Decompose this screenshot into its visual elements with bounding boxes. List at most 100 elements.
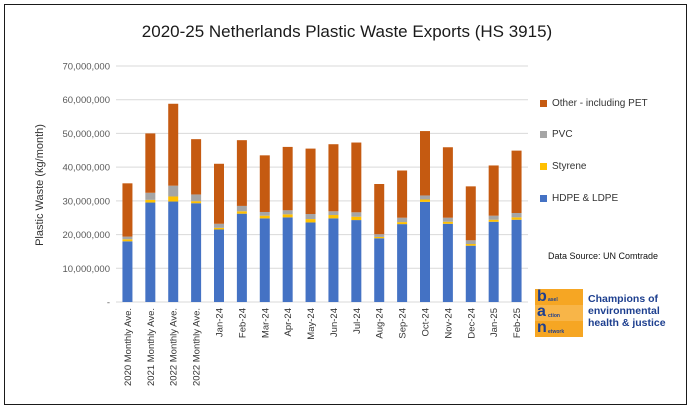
bar-segment-pvc	[511, 212, 522, 218]
bar-segment-styrene	[214, 227, 224, 230]
logo-word-etwork: etwork	[548, 329, 565, 335]
bar-segment-pvc	[328, 211, 339, 216]
bar-segment-styrene	[191, 201, 202, 204]
bar-segment-hdpe-ldpe	[214, 229, 224, 302]
x-tick-label: Jan-25	[489, 308, 500, 337]
bar-segment-other-including-pet	[305, 148, 316, 215]
logo-word-ction: ction	[548, 313, 560, 319]
bar-segment-pvc	[305, 214, 316, 220]
bar-segment-other-including-pet	[465, 186, 476, 241]
legend-item-hdpe-ldpe: HDPE & LDPE	[540, 193, 618, 204]
logo-letter-b: b	[537, 288, 547, 305]
x-tick-label: May-24	[306, 308, 317, 340]
bar-segment-styrene	[442, 221, 453, 224]
legend-item-other: Other - including PET	[540, 98, 648, 109]
bar-segment-pvc	[191, 194, 202, 202]
x-tick-label: Sep-24	[398, 308, 409, 339]
y-tick-label: 60,000,000	[62, 95, 110, 106]
legend-label-pvc: PVC	[552, 129, 573, 140]
bar-segment-pvc	[168, 185, 179, 197]
legend-label-hdpe-ldpe: HDPE & LDPE	[552, 193, 619, 204]
x-tick-label: 2020 Monthly Ave.	[123, 308, 134, 386]
bar-segment-hdpe-ldpe	[145, 202, 156, 302]
bar-segment-other-including-pet	[236, 140, 247, 206]
bar-segment-pvc	[374, 234, 385, 237]
bar-segment-other-including-pet	[328, 144, 339, 212]
bar-segment-pvc	[236, 205, 247, 212]
x-tick-label: 2022 Monthly Ave.	[192, 308, 203, 386]
bar-segment-styrene	[305, 219, 316, 223]
grid-lines	[116, 65, 528, 303]
bar-segment-pvc	[145, 192, 156, 200]
x-tick-label: Oct-24	[421, 308, 432, 337]
x-tick-label: 2022 Monthly Ave.	[169, 308, 180, 386]
y-tick-label: 40,000,000	[62, 163, 110, 174]
bar-segment-hdpe-ldpe	[511, 219, 522, 302]
bar-segment-hdpe-ldpe	[397, 224, 408, 302]
bar-segment-hdpe-ldpe	[236, 213, 247, 302]
y-tick-label: -	[107, 298, 110, 309]
data-source-note: Data Source: UN Comtrade	[548, 251, 659, 261]
x-tick-label: Jan-24	[215, 308, 226, 337]
bar-segment-pvc	[351, 212, 362, 217]
bar-segment-pvc	[259, 211, 270, 216]
y-tick-label: 30,000,000	[62, 196, 110, 207]
x-tick-labels: 2020 Monthly Ave. 2021 Monthly Ave. 2022 M…	[123, 308, 523, 386]
bar-segment-other-including-pet	[168, 103, 179, 186]
bar-segment-styrene	[122, 239, 133, 242]
x-tick-label: Feb-25	[512, 308, 523, 338]
bar-segment-other-including-pet	[511, 150, 522, 213]
bar-segment-pvc	[214, 223, 224, 228]
bar-segment-other-including-pet	[374, 184, 385, 235]
bar-segment-styrene	[397, 222, 408, 225]
bar-segment-pvc	[282, 210, 293, 215]
x-tick-label: Aug-24	[375, 308, 386, 339]
bar-segment-styrene	[511, 217, 522, 220]
bar-segment-hdpe-ldpe	[420, 201, 430, 302]
x-tick-label: Jul-24	[352, 308, 363, 334]
bar-segment-other-including-pet	[214, 163, 224, 224]
bar-segment-styrene	[488, 219, 499, 222]
bars	[122, 103, 522, 302]
chart-frame	[4, 4, 687, 405]
legend-swatch-styrene	[540, 163, 547, 170]
bar-segment-pvc	[488, 215, 499, 220]
y-tick-labels: - 10,000,000 20,000,000 30,000,000 40,000,00…	[62, 62, 110, 309]
bar-segment-hdpe-ldpe	[488, 221, 499, 302]
bar-segment-hdpe-ldpe	[305, 222, 316, 302]
logo-band-2	[535, 305, 583, 321]
bar-segment-hdpe-ldpe	[328, 218, 339, 302]
legend-label-styrene: Styrene	[552, 161, 587, 172]
bar-segment-other-including-pet	[145, 133, 156, 193]
bar-segment-other-including-pet	[282, 146, 293, 211]
x-tick-label: 2021 Monthly Ave.	[146, 308, 157, 386]
bar-segment-hdpe-ldpe	[465, 245, 476, 302]
bar-segment-styrene	[259, 215, 270, 219]
bar-segment-pvc	[397, 217, 408, 223]
bar-segment-other-including-pet	[122, 183, 133, 237]
bar-segment-styrene	[328, 215, 339, 219]
bar-segment-pvc	[122, 236, 133, 240]
bar-segment-styrene	[420, 199, 430, 202]
logo-band-3	[535, 321, 583, 337]
legend-swatch-hdpe-ldpe	[540, 195, 547, 202]
y-tick-label: 10,000,000	[62, 264, 110, 275]
legend-item-pvc: PVC	[540, 129, 573, 140]
bar-segment-other-including-pet	[420, 131, 430, 196]
bar-segment-pvc	[442, 217, 453, 222]
bar-segment-other-including-pet	[351, 142, 362, 213]
x-tick-label: Nov-24	[443, 308, 454, 339]
bar-segment-hdpe-ldpe	[259, 218, 270, 302]
bar-segment-styrene	[145, 199, 156, 203]
bar-segment-styrene	[351, 216, 362, 221]
y-tick-label: 20,000,000	[62, 230, 110, 241]
ban-tagline: Champions of environmental health & just…	[588, 293, 666, 329]
logo-letter-a: a	[537, 303, 546, 320]
logo-band-1	[535, 289, 583, 305]
bar-segment-hdpe-ldpe	[282, 217, 293, 302]
y-axis-label: Plastic Waste (kg/month)	[34, 124, 46, 246]
bar-segment-styrene	[374, 236, 385, 239]
bar-segment-hdpe-ldpe	[374, 238, 385, 302]
bar-segment-styrene	[282, 214, 293, 218]
legend-label-other: Other - including PET	[552, 98, 648, 109]
